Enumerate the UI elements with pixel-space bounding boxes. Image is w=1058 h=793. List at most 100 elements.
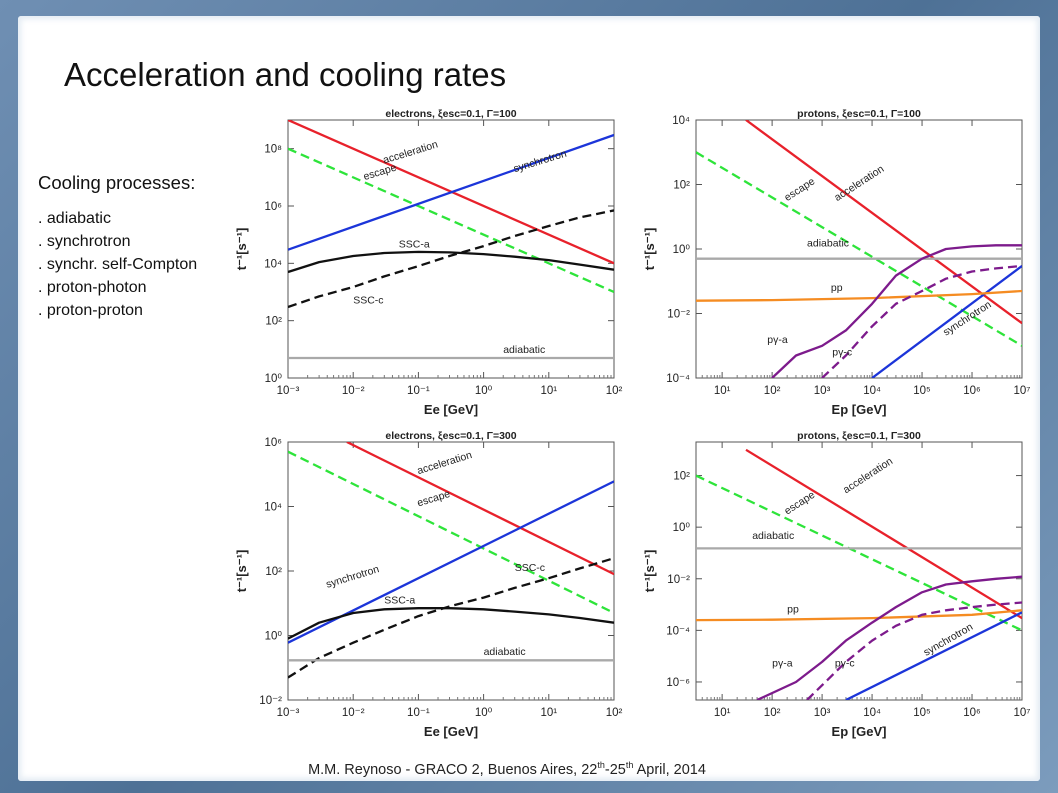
series-label-synchrotron: synchrotron bbox=[512, 148, 568, 176]
series-line-escape bbox=[288, 450, 614, 615]
x-axis-label: Ee [GeV] bbox=[424, 402, 478, 417]
x-tick-label: 10⁴ bbox=[863, 385, 881, 397]
series-line-p-a bbox=[771, 244, 1022, 378]
series-group bbox=[288, 120, 614, 360]
y-tick-label: 10⁻² bbox=[667, 309, 690, 321]
series-line-pp bbox=[696, 289, 1022, 302]
x-tick-label: 10⁻¹ bbox=[407, 707, 430, 719]
x-axis-label: Ep [GeV] bbox=[832, 724, 887, 739]
x-tick-label: 10² bbox=[764, 385, 781, 397]
slide-paper bbox=[18, 16, 1040, 781]
cooling-item-proton-photon: . proton-photon bbox=[38, 278, 147, 296]
series-label-escape: escape bbox=[362, 162, 398, 183]
series-line-pp bbox=[696, 609, 1022, 622]
series-line-escape bbox=[696, 474, 1022, 632]
plot-frame bbox=[695, 441, 1023, 701]
y-axis-label: t⁻¹[s⁻¹] bbox=[642, 550, 657, 593]
y-tick-label: 10⁴ bbox=[264, 502, 282, 514]
x-axis-label: Ee [GeV] bbox=[424, 724, 478, 739]
slide-title: Acceleration and cooling rates bbox=[64, 56, 507, 93]
x-tick-label: 10⁷ bbox=[1014, 385, 1031, 397]
footer-text-mid: -25 bbox=[604, 761, 626, 778]
series-label-p-a: pγ-a bbox=[767, 334, 788, 346]
series-label-synchrotron: synchrotron bbox=[941, 299, 994, 339]
series-line-acceleration bbox=[745, 448, 1022, 620]
cooling-processes-list: Cooling processes: . adiabatic . synchro… bbox=[38, 172, 263, 326]
chart-title: protons, ξesc=0.1, Γ=300 bbox=[797, 430, 921, 442]
series-label-adiabatic: adiabatic bbox=[752, 530, 794, 542]
x-tick-label: 10¹ bbox=[540, 385, 557, 397]
x-tick-label: 10² bbox=[764, 707, 781, 719]
series-line-escape bbox=[288, 147, 614, 294]
series-label-acceleration: acceleration bbox=[832, 163, 886, 204]
y-tick-label: 10⁴ bbox=[672, 115, 690, 127]
y-tick-label: 10⁻⁴ bbox=[666, 373, 690, 385]
cooling-item-adiabatic: . adiabatic bbox=[38, 209, 111, 227]
y-tick-label: 10⁰ bbox=[673, 244, 691, 256]
series-group bbox=[696, 120, 1022, 378]
y-axis-label: t⁻¹[s⁻¹] bbox=[234, 550, 249, 593]
x-tick-label: 10⁵ bbox=[913, 385, 931, 397]
chart-title: electrons, ξesc=0.1, Γ=100 bbox=[385, 108, 516, 120]
chart-electrons-gamma100: electrons, ξesc=0.1, Γ=100 10⁻³ 10⁻² 10⁻¹ 10… bbox=[234, 108, 622, 417]
chart-title: electrons, ξesc=0.1, Γ=300 bbox=[385, 430, 516, 442]
series-label-p-c: pγ-c bbox=[835, 657, 855, 669]
chart-protons-gamma100: protons, ξesc=0.1, Γ=100 10¹ 10² 10³ 10⁴ 10⁵ 1… bbox=[642, 108, 1031, 417]
y-tick-label: 10⁻² bbox=[667, 574, 690, 586]
cooling-item-proton-proton: . proton-proton bbox=[38, 301, 143, 319]
series-label-escape: escape bbox=[782, 175, 817, 204]
x-tick-label: 10⁶ bbox=[963, 707, 981, 719]
x-tick-label: 10⁴ bbox=[863, 707, 881, 719]
y-tick-label: 10⁰ bbox=[265, 631, 283, 643]
series-line-ssc-a bbox=[288, 250, 614, 274]
y-tick-label: 10⁻² bbox=[259, 695, 282, 707]
y-tick-label: 10⁻⁶ bbox=[666, 677, 690, 689]
series-label-synchrotron: synchrotron bbox=[325, 563, 381, 591]
y-tick-label: 10⁴ bbox=[264, 258, 282, 270]
series-label-adiabatic: adiabatic bbox=[807, 237, 849, 249]
series-line-p-a bbox=[756, 575, 1022, 700]
series-label-acceleration: acceleration bbox=[841, 455, 895, 496]
x-tick-label: 10⁻¹ bbox=[407, 385, 430, 397]
series-label-ssc-c: SSC-c bbox=[353, 294, 383, 306]
x-tick-label: 10¹ bbox=[714, 707, 731, 719]
series-label-adiabatic: adiabatic bbox=[484, 646, 526, 658]
x-tick-label: 10³ bbox=[814, 707, 831, 719]
series-line-acceleration bbox=[745, 120, 1022, 325]
series-group bbox=[696, 448, 1022, 700]
series-line-ssc-c bbox=[288, 209, 614, 309]
footer-sup-2: th bbox=[625, 760, 634, 770]
x-tick-label: 10³ bbox=[814, 385, 831, 397]
slide-footer: M.M. Reynoso - GRACO 2, Buenos Aires, 22… bbox=[0, 760, 1058, 778]
series-line-p-c bbox=[821, 264, 1022, 378]
series-line-synchrotron bbox=[288, 133, 614, 251]
series-label-ssc-a: SSC-a bbox=[384, 594, 415, 606]
x-tick-label: 10⁷ bbox=[1014, 707, 1031, 719]
cooling-item-ssc: . synchr. self-Compton bbox=[38, 255, 198, 273]
series-label-acceleration: acceleration bbox=[416, 449, 474, 477]
x-tick-label: 10⁻³ bbox=[277, 707, 300, 719]
series-line-ssc-c bbox=[288, 557, 614, 679]
series-label-escape: escape bbox=[782, 489, 817, 518]
series-label-escape: escape bbox=[416, 488, 452, 509]
x-tick-label: 10⁻³ bbox=[277, 385, 300, 397]
series-label-ssc-c: SSC-c bbox=[515, 562, 545, 574]
x-tick-label: 10⁻² bbox=[342, 707, 365, 719]
x-axis-label: Ep [GeV] bbox=[832, 402, 887, 417]
y-tick-label: 10² bbox=[265, 316, 282, 328]
footer-text-end: April, 2014 bbox=[633, 761, 706, 778]
x-tick-label: 10¹ bbox=[540, 707, 557, 719]
chart-protons-gamma300: protons, ξesc=0.1, Γ=300 10¹ 10² 10³ 10⁴ 10⁵ 1… bbox=[642, 430, 1031, 739]
footer-text-start: M.M. Reynoso - GRACO 2, Buenos Aires, 22 bbox=[308, 761, 598, 778]
y-tick-label: 10⁰ bbox=[265, 373, 283, 385]
cooling-processes-heading: Cooling processes: bbox=[38, 172, 196, 193]
x-tick-label: 10⁵ bbox=[913, 707, 931, 719]
x-tick-label: 10⁰ bbox=[475, 707, 493, 719]
y-tick-label: 10² bbox=[673, 471, 690, 483]
series-label-pp: pp bbox=[831, 282, 843, 294]
series-label-p-a: pγ-a bbox=[772, 657, 793, 669]
y-tick-label: 10² bbox=[265, 566, 282, 578]
y-tick-label: 10⁸ bbox=[264, 144, 282, 156]
x-tick-label: 10⁶ bbox=[963, 385, 981, 397]
x-tick-label: 10⁻² bbox=[342, 385, 365, 397]
